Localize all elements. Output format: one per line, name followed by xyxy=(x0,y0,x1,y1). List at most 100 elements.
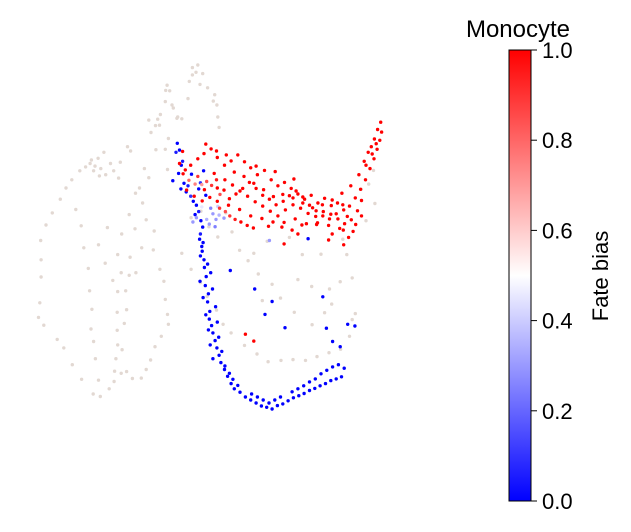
fate-bias-point xyxy=(347,204,352,208)
background-point xyxy=(91,169,96,173)
fate-bias-point xyxy=(204,313,208,317)
fate-bias-point xyxy=(253,200,257,204)
fate-bias-point xyxy=(236,383,240,388)
fate-bias-point xyxy=(180,149,185,154)
fate-bias-point xyxy=(242,174,246,179)
fate-bias-point xyxy=(346,235,351,240)
background-point xyxy=(319,252,323,256)
fate-bias-point xyxy=(222,367,227,372)
background-point xyxy=(310,323,314,327)
background-point xyxy=(127,212,131,217)
fate-bias-point xyxy=(297,394,301,398)
fate-bias-point xyxy=(183,168,187,172)
fate-bias-point xyxy=(316,201,320,205)
fate-bias-point xyxy=(349,184,353,188)
scatter-plot xyxy=(36,63,384,411)
background-point xyxy=(104,173,108,177)
fate-bias-point xyxy=(355,209,360,213)
background-point xyxy=(124,308,129,312)
fate-bias-point xyxy=(324,326,329,330)
fate-bias-point xyxy=(222,216,226,220)
fate-bias-point xyxy=(281,402,285,406)
fate-bias-point xyxy=(314,222,319,227)
fate-bias-point xyxy=(196,157,200,161)
background-point xyxy=(91,339,96,344)
fate-bias-point xyxy=(211,331,215,335)
colorbar-gradient xyxy=(508,49,532,502)
background-point xyxy=(151,248,155,252)
background-point xyxy=(139,376,143,380)
fate-bias-point xyxy=(225,374,230,378)
background-point xyxy=(97,174,102,178)
fate-bias-point xyxy=(354,222,358,227)
background-point xyxy=(86,266,91,271)
fate-bias-point xyxy=(275,403,280,408)
fate-bias-point xyxy=(206,328,211,332)
fate-bias-point xyxy=(281,192,285,197)
background-point xyxy=(119,271,123,275)
background-point xyxy=(62,346,66,350)
background-point xyxy=(189,267,193,271)
fate-bias-point xyxy=(243,332,248,336)
background-point xyxy=(149,130,153,135)
fate-bias-point xyxy=(314,209,318,213)
fate-bias-point xyxy=(271,220,275,224)
colorbar-ticks: 0.0 0.2 0.4 0.6 0.8 1.0 xyxy=(531,38,573,514)
background-point xyxy=(165,83,169,87)
fate-bias-point xyxy=(208,195,212,200)
fate-bias-point xyxy=(334,212,338,216)
fate-bias-point xyxy=(194,203,199,207)
background-point xyxy=(144,367,148,372)
background-point xyxy=(116,176,121,180)
background-point xyxy=(111,278,115,283)
fate-bias-point xyxy=(223,209,228,214)
fate-bias-point xyxy=(265,405,269,409)
fate-bias-point xyxy=(227,371,232,375)
background-point xyxy=(39,275,43,279)
fate-bias-point xyxy=(187,178,191,182)
fate-bias-point xyxy=(254,164,258,168)
background-point xyxy=(163,147,167,151)
fate-bias-point xyxy=(239,220,243,224)
fate-bias-point xyxy=(255,173,260,177)
background-point xyxy=(112,169,116,173)
background-point xyxy=(255,352,259,356)
background-point xyxy=(221,322,225,326)
fate-bias-point xyxy=(358,187,363,191)
fate-bias-point xyxy=(306,211,310,216)
fate-bias-point xyxy=(213,338,217,343)
fate-bias-point xyxy=(228,268,232,273)
fate-bias-point xyxy=(282,220,286,225)
fate-bias-point xyxy=(313,377,317,381)
fate-bias-point xyxy=(247,180,252,185)
fate-bias-point xyxy=(182,181,186,185)
fate-bias-point xyxy=(206,292,211,296)
fate-bias-point xyxy=(362,159,366,163)
fate-bias-point xyxy=(189,172,194,176)
fate-bias-point xyxy=(335,201,340,205)
background-point xyxy=(187,79,191,84)
fate-bias-point xyxy=(191,199,195,203)
fate-bias-point xyxy=(338,345,342,349)
background-point xyxy=(122,321,127,326)
background-point xyxy=(171,106,175,110)
background-point xyxy=(338,280,342,284)
fate-bias-point xyxy=(198,279,202,283)
fate-bias-point xyxy=(222,188,226,192)
fate-bias-point xyxy=(197,187,201,191)
background-point xyxy=(175,116,179,121)
background-point xyxy=(114,357,118,361)
background-point xyxy=(217,125,221,130)
fate-bias-point xyxy=(259,404,264,408)
background-point xyxy=(154,148,158,152)
background-point xyxy=(341,237,345,241)
fate-bias-point xyxy=(222,163,227,167)
fate-bias-point xyxy=(268,209,272,213)
fate-bias-point xyxy=(200,199,204,203)
fate-bias-point xyxy=(217,206,222,210)
colorbar-label: Fate bias xyxy=(588,231,613,322)
background-point xyxy=(140,201,145,205)
colorbar-tick-label: 1.0 xyxy=(542,38,573,63)
fate-bias-point xyxy=(230,183,235,187)
background-point xyxy=(148,358,153,362)
